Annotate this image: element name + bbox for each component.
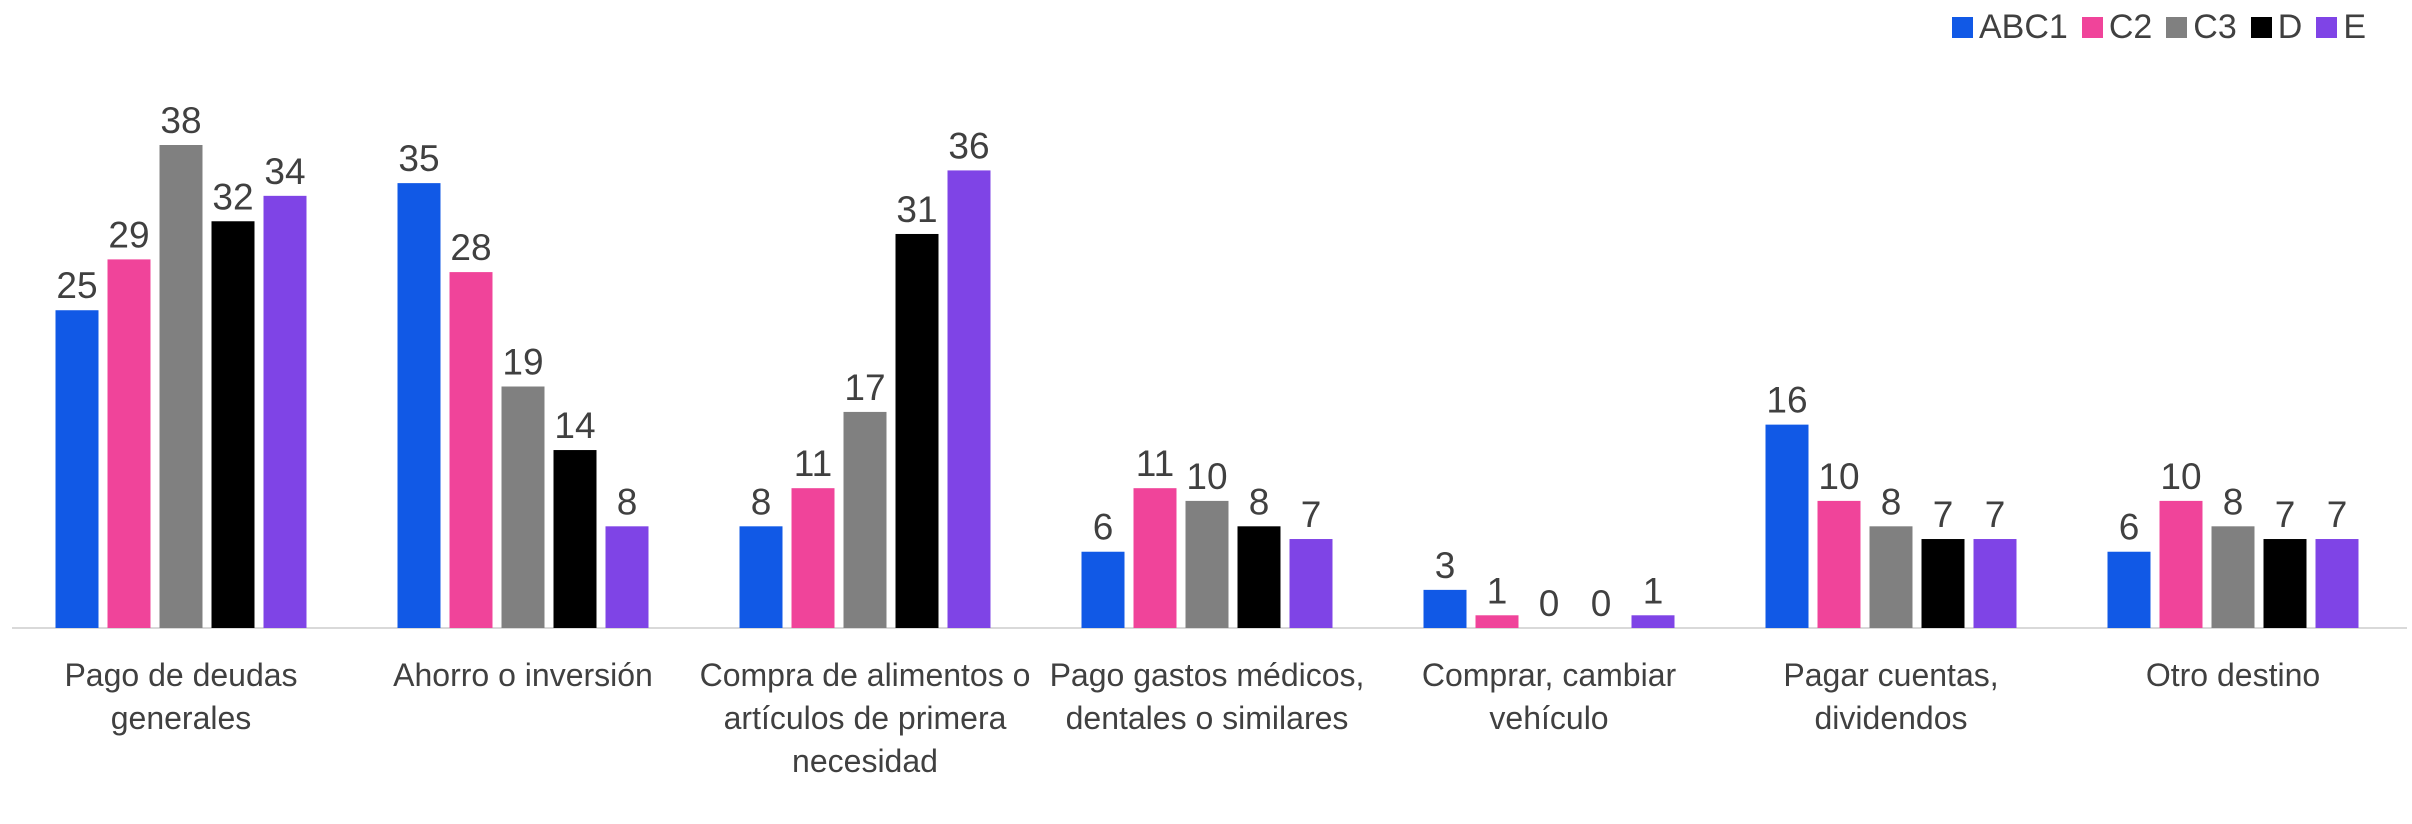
value-label: 31 <box>896 189 937 230</box>
value-label: 7 <box>1985 494 2006 535</box>
value-label: 0 <box>1539 583 1560 624</box>
bar <box>1289 539 1333 628</box>
legend-swatch <box>2316 17 2338 38</box>
x-tick-label: Pago de deudas generales <box>64 657 298 736</box>
legend-item: C3 <box>2166 8 2237 47</box>
bar <box>739 526 783 628</box>
legend-label: C2 <box>2108 8 2153 46</box>
value-label: 17 <box>844 367 885 408</box>
bar <box>159 145 203 628</box>
x-tick-label: Comprar, cambiar vehículo <box>1421 657 1677 736</box>
bar <box>843 411 887 628</box>
bar <box>263 195 307 628</box>
value-label: 1 <box>1643 570 1664 611</box>
bar <box>1973 539 2017 628</box>
bar <box>1817 500 1861 628</box>
bar <box>1475 615 1519 628</box>
value-label: 35 <box>398 138 439 179</box>
value-label: 7 <box>1933 494 1954 535</box>
legend-label: E <box>2343 8 2366 46</box>
legend-swatch <box>2166 17 2188 38</box>
value-label: 6 <box>2119 507 2140 548</box>
x-tick-label: Ahorro o inversión <box>393 657 653 693</box>
bar <box>55 310 99 628</box>
legend-item: D <box>2250 8 2303 47</box>
value-label: 8 <box>2223 481 2244 522</box>
value-label: 29 <box>108 214 149 255</box>
bar <box>1133 488 1177 628</box>
value-label: 38 <box>160 100 201 141</box>
value-label: 10 <box>1186 456 1227 497</box>
value-label: 8 <box>1249 481 1270 522</box>
bar <box>1921 539 1965 628</box>
legend-item: ABC1 <box>1951 8 2068 47</box>
bar <box>1869 526 1913 628</box>
value-label: 7 <box>2327 494 2348 535</box>
value-label: 7 <box>1301 494 1322 535</box>
bar <box>211 221 255 628</box>
bar <box>1765 424 1809 628</box>
bar <box>1237 526 1281 628</box>
legend: ABC1 C2 C3 D E <box>1951 8 2366 47</box>
value-label: 25 <box>56 265 97 306</box>
value-label: 36 <box>948 125 989 166</box>
value-label: 14 <box>554 405 595 446</box>
legend-item: C2 <box>2081 8 2153 47</box>
legend-label: D <box>2277 8 2303 46</box>
bar <box>397 183 441 628</box>
legend-swatch <box>1951 17 1973 38</box>
bar <box>107 259 151 628</box>
x-tick-label: Pagar cuentas, dividendos <box>1783 657 1999 736</box>
bar <box>605 526 649 628</box>
bar <box>1185 500 1229 628</box>
legend-label: ABC1 <box>1978 8 2068 46</box>
legend-label: C3 <box>2193 8 2237 46</box>
bar <box>2159 500 2203 628</box>
value-label: 0 <box>1591 583 1612 624</box>
value-label: 19 <box>502 342 543 383</box>
x-tick-label: Compra de alimentos o artículos de prime… <box>699 657 1031 779</box>
bar <box>1631 615 1675 628</box>
bar <box>2211 526 2255 628</box>
bar <box>2315 539 2359 628</box>
value-label: 11 <box>1136 443 1174 484</box>
value-label: 10 <box>1818 456 1859 497</box>
bar <box>791 488 835 628</box>
value-label: 8 <box>617 481 638 522</box>
value-label: 32 <box>212 176 253 217</box>
value-label: 10 <box>2160 456 2201 497</box>
value-label: 8 <box>751 481 772 522</box>
bar <box>947 170 991 628</box>
bar <box>2107 551 2151 628</box>
bar <box>553 450 597 628</box>
value-label: 11 <box>794 443 832 484</box>
legend-swatch <box>2250 17 2272 38</box>
value-label: 16 <box>1766 380 1807 421</box>
value-label: 28 <box>450 227 491 268</box>
x-tick-label: Pago gastos médicos, dentales o similare… <box>1049 657 1365 736</box>
bar <box>2263 539 2307 628</box>
value-label: 34 <box>264 151 305 192</box>
value-label: 8 <box>1881 481 1902 522</box>
bar <box>449 272 493 628</box>
value-label: 7 <box>2275 494 2296 535</box>
bar <box>1423 589 1467 628</box>
value-label: 6 <box>1093 507 1114 548</box>
x-tick-label: Otro destino <box>2145 657 2321 693</box>
value-label: 3 <box>1435 545 1456 586</box>
bar <box>895 233 939 628</box>
value-label: 1 <box>1487 570 1508 611</box>
legend-swatch <box>2081 17 2103 38</box>
legend-item: E <box>2316 8 2366 47</box>
bar <box>1081 551 1125 628</box>
bar <box>501 386 545 628</box>
